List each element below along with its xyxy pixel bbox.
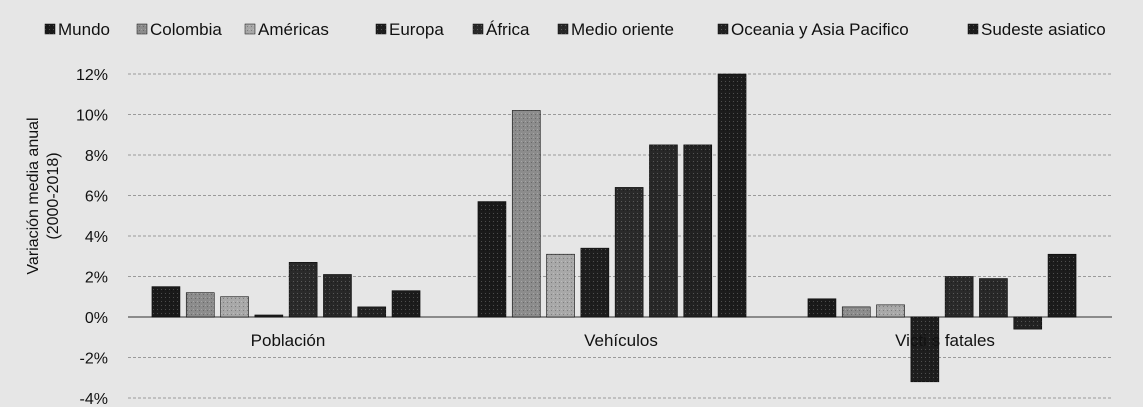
bar-europa-2 (910, 316, 940, 383)
y-tick-label: 2% (85, 270, 108, 287)
legend-swatch-4 (472, 23, 484, 35)
bar--frica-0 (288, 262, 318, 318)
legend-swatch-0 (44, 23, 56, 35)
bar-mundo-2 (807, 298, 837, 318)
y-tick-label: 12% (76, 67, 108, 84)
y-tick-label: -4% (80, 391, 108, 407)
category-label: Población (251, 331, 326, 350)
legend-swatch-1 (136, 23, 148, 35)
bar-medio-oriente-1 (649, 144, 678, 318)
bar--frica-1 (614, 187, 644, 318)
bar-mundo-1 (477, 201, 507, 318)
bar-oceania-y-asia-pacifico-2 (1013, 316, 1043, 330)
legend-swatch-5 (557, 23, 569, 35)
bar-sudeste-asiatico-1 (717, 73, 747, 318)
y-tick-label: 0% (85, 310, 108, 327)
y-tick-label: -2% (80, 351, 108, 368)
legend-swatch-2 (244, 23, 256, 35)
bar-mundo-0 (151, 286, 181, 318)
bar-medio-oriente-0 (323, 274, 352, 318)
bar--frica-2 (944, 276, 974, 318)
legend-label: África (486, 20, 530, 39)
y-axis-title-line1: Variación media anual (25, 117, 42, 274)
bar-sudeste-asiatico-0 (391, 290, 421, 318)
legend-label: Oceania y Asia Pacifico (731, 20, 909, 39)
legend-label: Colombia (150, 20, 222, 39)
legend-swatch-3 (375, 23, 387, 35)
y-tick-label: 4% (85, 229, 108, 246)
bar-am-ricas-0 (220, 296, 249, 318)
bar-sudeste-asiatico-2 (1047, 253, 1077, 318)
bar-colombia-1 (511, 110, 541, 318)
legend-label: Mundo (58, 20, 110, 39)
bar-colombia-2 (841, 306, 871, 318)
category-label: Victi s fatales (895, 331, 995, 350)
bar-oceania-y-asia-pacifico-1 (683, 144, 713, 318)
y-axis-title-line2: (2000-2018) (45, 152, 62, 239)
legend-label: Medio oriente (571, 20, 674, 39)
bar-europa-1 (580, 247, 610, 318)
bar-medio-oriente-2 (979, 278, 1008, 318)
bar-am-ricas-1 (546, 253, 575, 318)
legend-swatch-7 (967, 23, 979, 35)
bar-europa-0 (254, 314, 284, 318)
y-tick-label: 8% (85, 148, 108, 165)
bar-oceania-y-asia-pacifico-0 (357, 306, 387, 318)
y-tick-label: 10% (76, 108, 108, 125)
category-label: Vehículos (584, 331, 658, 350)
legend-swatch-6 (717, 23, 729, 35)
legend-label: Américas (258, 20, 329, 39)
y-tick-label: 6% (85, 189, 108, 206)
bar-am-ricas-2 (876, 304, 905, 318)
legend-label: Sudeste asiatico (981, 20, 1106, 39)
legend-label: Europa (389, 20, 444, 39)
bar-colombia-0 (185, 292, 215, 318)
